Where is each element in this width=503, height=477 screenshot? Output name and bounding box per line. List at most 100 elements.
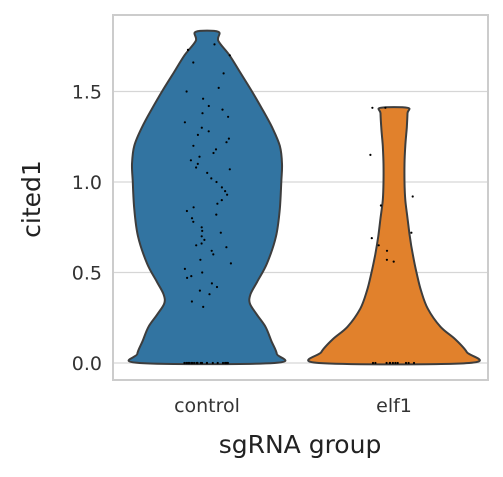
data-point bbox=[391, 361, 394, 365]
data-point bbox=[220, 186, 223, 189]
data-point bbox=[215, 180, 218, 184]
data-point bbox=[199, 258, 202, 261]
data-point bbox=[207, 104, 210, 108]
data-point bbox=[186, 48, 190, 52]
violin-elf1 bbox=[307, 106, 481, 366]
violins bbox=[127, 29, 481, 366]
data-point bbox=[201, 229, 204, 232]
data-point bbox=[206, 171, 209, 174]
data-point bbox=[185, 361, 188, 365]
data-point bbox=[189, 159, 192, 162]
data-point bbox=[221, 361, 225, 365]
data-point bbox=[201, 271, 204, 274]
data-point bbox=[210, 282, 213, 285]
data-point bbox=[185, 209, 188, 213]
data-point bbox=[226, 193, 229, 196]
data-point bbox=[196, 361, 199, 365]
y-axis-title: cited1 bbox=[17, 160, 46, 238]
data-point bbox=[215, 213, 218, 216]
data-point bbox=[228, 54, 231, 57]
data-point bbox=[200, 361, 204, 365]
data-point bbox=[200, 226, 203, 229]
data-point bbox=[388, 361, 391, 365]
data-point bbox=[228, 168, 231, 171]
data-point bbox=[191, 361, 194, 365]
data-point bbox=[216, 202, 219, 205]
violin-control bbox=[127, 29, 287, 366]
data-point bbox=[190, 275, 193, 278]
data-point bbox=[411, 195, 414, 198]
y-tick-labels: 0.0 0.5 1.0 1.5 bbox=[72, 82, 102, 376]
data-point bbox=[205, 361, 208, 365]
data-point bbox=[210, 177, 213, 180]
data-point bbox=[222, 72, 225, 75]
y-tick-label: 1.0 bbox=[72, 172, 102, 194]
data-point bbox=[396, 361, 399, 365]
data-point bbox=[227, 137, 230, 140]
data-point bbox=[371, 106, 374, 109]
data-point bbox=[220, 199, 223, 202]
data-point bbox=[385, 361, 388, 365]
data-point bbox=[214, 148, 218, 151]
data-point bbox=[201, 112, 204, 115]
x-tick-label: elf1 bbox=[376, 395, 412, 417]
y-tick-label: 0.0 bbox=[72, 353, 102, 375]
data-point bbox=[213, 43, 216, 46]
data-point bbox=[370, 237, 373, 240]
data-point bbox=[202, 305, 205, 308]
data-point bbox=[226, 361, 229, 365]
data-point bbox=[229, 262, 232, 265]
data-point bbox=[200, 235, 203, 238]
data-point bbox=[385, 258, 388, 261]
data-points bbox=[183, 43, 416, 365]
data-point bbox=[183, 361, 186, 365]
data-point bbox=[183, 121, 186, 124]
data-point bbox=[208, 293, 211, 296]
data-point bbox=[196, 133, 199, 136]
y-tick-label: 0.5 bbox=[72, 263, 102, 285]
data-point bbox=[196, 162, 199, 165]
data-point bbox=[392, 260, 395, 263]
data-point bbox=[200, 126, 203, 129]
x-tick-label: control bbox=[174, 395, 240, 417]
data-point bbox=[215, 285, 219, 289]
data-point bbox=[192, 61, 195, 64]
data-point bbox=[394, 361, 397, 365]
data-point bbox=[225, 141, 228, 144]
data-point bbox=[227, 115, 230, 118]
data-point bbox=[203, 238, 206, 241]
data-point bbox=[369, 153, 372, 156]
data-point bbox=[207, 130, 210, 133]
data-point bbox=[186, 361, 190, 365]
data-point bbox=[221, 108, 224, 111]
data-point bbox=[211, 361, 214, 365]
y-tick-label: 1.5 bbox=[72, 82, 102, 104]
data-point bbox=[195, 166, 198, 169]
data-point bbox=[185, 90, 188, 93]
x-tick-labels: control elf1 bbox=[174, 395, 412, 417]
data-point bbox=[217, 86, 220, 89]
data-point bbox=[384, 106, 387, 109]
data-point bbox=[404, 361, 408, 365]
data-point bbox=[216, 361, 219, 365]
data-point bbox=[192, 206, 195, 209]
data-point bbox=[225, 246, 228, 249]
data-point bbox=[210, 249, 213, 252]
data-point bbox=[379, 204, 382, 207]
data-point bbox=[192, 220, 195, 223]
data-point bbox=[190, 217, 194, 220]
data-point bbox=[374, 361, 377, 365]
data-point bbox=[212, 151, 215, 155]
data-point bbox=[193, 361, 196, 365]
data-point bbox=[224, 361, 227, 365]
data-point bbox=[407, 361, 410, 365]
data-point bbox=[212, 253, 215, 256]
x-axis-title: sgRNA group bbox=[219, 430, 382, 459]
data-point bbox=[192, 144, 195, 147]
data-point bbox=[200, 242, 203, 245]
data-point bbox=[202, 97, 205, 100]
data-point bbox=[198, 155, 201, 158]
data-point bbox=[186, 276, 189, 279]
data-point bbox=[371, 361, 375, 365]
